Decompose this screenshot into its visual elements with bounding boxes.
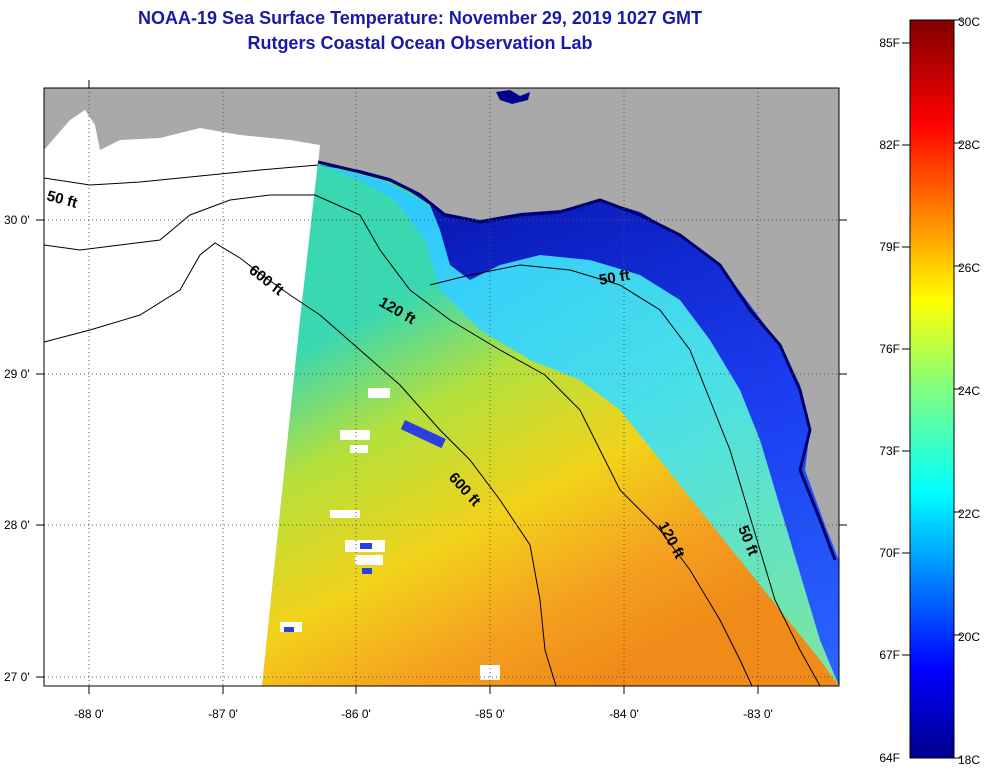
lon-label-88: -88 0' — [74, 707, 104, 721]
colorbar-label-79f: 79F — [879, 240, 900, 254]
no-data-region — [44, 150, 318, 686]
contour-120ft-west — [44, 194, 315, 251]
colorbar: 85F 82F 79F 76F 73F 70F 67F 64F 30C 28C … — [879, 15, 980, 767]
lon-label-87: -87 0' — [208, 707, 238, 721]
contour-label-50ft-east: 50 ft — [598, 267, 631, 289]
lon-label-85: -85 0' — [475, 707, 505, 721]
contour-50ft-east — [429, 264, 821, 686]
lon-label-83: -83 0' — [743, 707, 773, 721]
colorbar-label-82f: 82F — [879, 138, 900, 152]
colorbar-label-22c: 22C — [958, 507, 980, 521]
colorbar-label-20c: 20C — [958, 630, 980, 644]
frame-ticks — [36, 80, 847, 694]
colorbar-label-28c: 28C — [958, 138, 980, 152]
lon-label-86: -86 0' — [341, 707, 371, 721]
lon-label-84: -84 0' — [609, 707, 639, 721]
colorbar-label-26c: 26C — [958, 261, 980, 275]
florida-coastline — [317, 160, 837, 561]
lake-feature — [496, 90, 530, 104]
map-subtitle: Rutgers Coastal Ocean Observation Lab — [247, 33, 593, 53]
colorbar-gradient — [909, 19, 955, 759]
map-area: 50 ft 600 ft 120 ft 50 ft 600 ft 120 ft … — [44, 88, 839, 686]
colorbar-label-30c: 30C — [958, 15, 980, 29]
colorbar-label-64f: 64F — [879, 751, 900, 765]
lat-label-30: 30 0' — [4, 213, 30, 227]
contour-120ft-east — [314, 194, 753, 686]
lat-label-28: 28 0' — [4, 518, 30, 532]
map-title: NOAA-19 Sea Surface Temperature: Novembe… — [138, 8, 702, 28]
colorbar-label-70f: 70F — [879, 546, 900, 560]
map-frame — [43, 87, 840, 687]
coastal-no-data — [44, 110, 320, 175]
inner-shelf-band — [318, 165, 839, 686]
colorbar-label-73f: 73F — [879, 444, 900, 458]
colorbar-label-18c: 18C — [958, 753, 980, 767]
contour-600ft-east — [319, 314, 557, 686]
cloud-edge-patches — [284, 420, 446, 632]
colorbar-label-85f: 85F — [879, 36, 900, 50]
contour-50ft-west — [44, 164, 319, 186]
map-grid — [44, 88, 839, 686]
contour-600ft-west — [44, 242, 321, 343]
colorbar-label-76f: 76F — [879, 342, 900, 356]
colorbar-label-24c: 24C — [958, 384, 980, 398]
colorbar-label-67f: 67F — [879, 648, 900, 662]
lat-label-29: 29 0' — [4, 367, 30, 381]
lat-label-27: 27 0' — [4, 670, 30, 684]
